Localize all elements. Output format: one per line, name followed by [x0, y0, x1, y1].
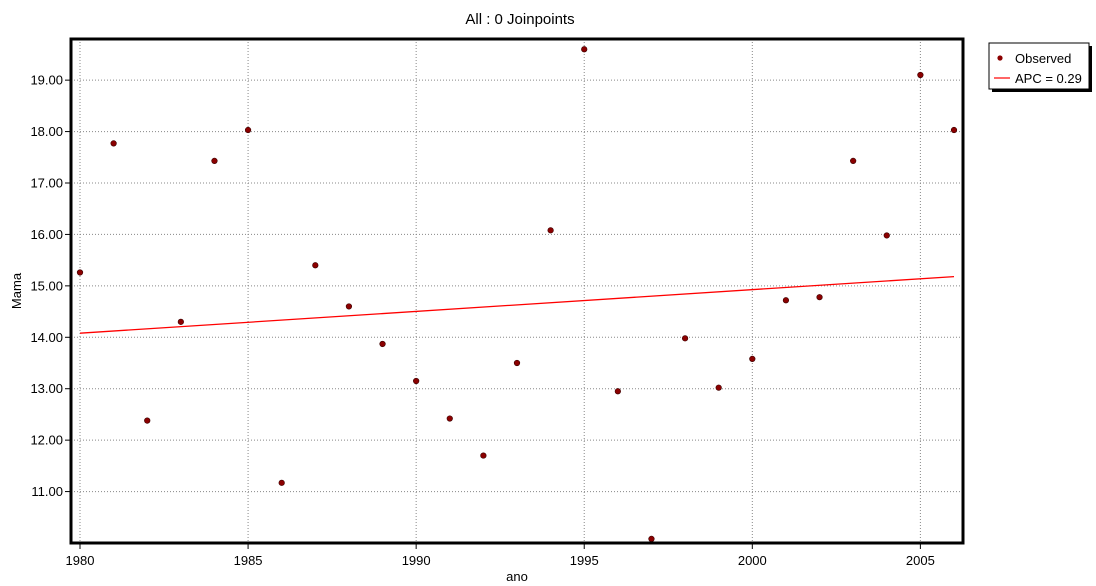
observed-point: [110, 140, 117, 147]
x-tick-label: 2000: [738, 553, 767, 568]
observed-point: [648, 535, 655, 542]
legend-observed-marker: [997, 55, 1003, 61]
apc-trend-line: [79, 275, 955, 334]
observed-point: [950, 126, 958, 134]
plot-frame: [69, 37, 965, 545]
legend: Observed APC = 0.29: [988, 42, 1092, 92]
legend-apc-label: APC = 0.29: [1015, 71, 1082, 86]
observed-point: [917, 71, 924, 79]
y-axis: 11.00 12.00 13.00 14.00 15.00 16.00 17.00 18.00…: [30, 73, 71, 499]
observed-point: [816, 294, 823, 301]
observed-point: [76, 269, 84, 276]
observed-point: [345, 303, 353, 310]
observed-point: [278, 479, 285, 486]
observed-point: [581, 46, 588, 53]
observed-point: [715, 384, 722, 391]
observed-point: [413, 377, 420, 385]
x-tick-label: 1990: [402, 553, 431, 568]
observed-point: [782, 297, 790, 304]
apc-trend-line-group: [79, 275, 955, 334]
y-tick-label: 12.00: [30, 433, 63, 448]
y-tick-label: 16.00: [30, 227, 63, 242]
chart-title: All : 0 Joinpoints: [465, 11, 574, 28]
y-tick-label: 19.00: [30, 73, 63, 88]
y-tick-label: 11.00: [31, 484, 63, 499]
observed-point: [379, 340, 386, 348]
y-tick-label: 18.00: [30, 124, 63, 139]
observed-point: [446, 415, 453, 422]
y-tick-label: 14.00: [30, 330, 63, 345]
x-axis-title: ano: [506, 569, 528, 584]
y-tick-label: 15.00: [30, 278, 63, 293]
x-tick-label: 2005: [906, 553, 935, 568]
observed-point: [144, 417, 151, 424]
y-tick-label: 13.00: [30, 381, 63, 396]
observed-point: [312, 262, 319, 269]
observed-point: [244, 126, 252, 134]
observed-point: [480, 452, 487, 459]
legend-observed-label: Observed: [1015, 51, 1071, 66]
observed-point: [513, 359, 521, 367]
x-tick-label: 1995: [570, 553, 599, 568]
grid: [71, 39, 963, 543]
observed-point: [850, 157, 857, 164]
observed-point: [681, 335, 689, 342]
observed-point: [177, 318, 184, 325]
x-tick-label: 1980: [66, 553, 95, 568]
x-tick-label: 1985: [234, 553, 263, 568]
observed-points: [76, 46, 958, 542]
observed-point: [749, 355, 756, 362]
legend-box: [988, 42, 1090, 90]
y-tick-label: 17.00: [30, 176, 63, 191]
observed-point: [547, 227, 554, 234]
observed-point: [211, 157, 218, 164]
observed-point: [614, 388, 621, 395]
x-axis: 1980 1985 1990 1995 2000 2005: [66, 543, 935, 568]
y-axis-title: Mama: [9, 272, 24, 309]
observed-point: [883, 232, 890, 239]
